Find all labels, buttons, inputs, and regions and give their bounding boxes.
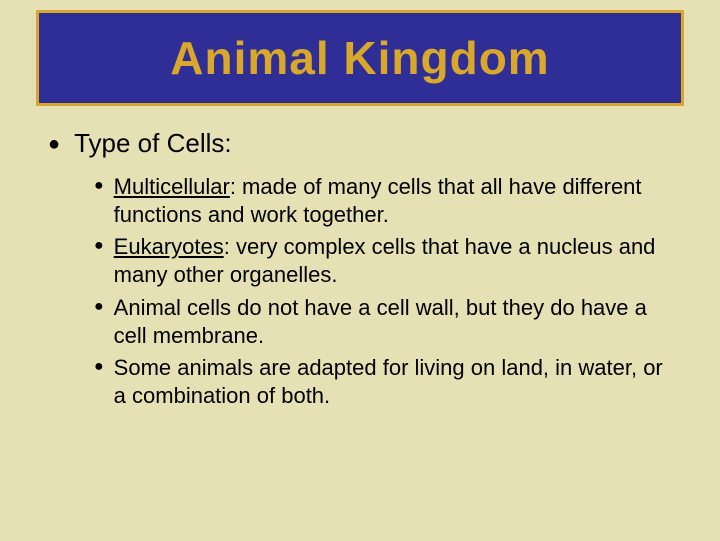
bullet-icon: ● [94, 299, 104, 315]
term: Multicellular [114, 174, 230, 199]
bullet-icon: ● [94, 359, 104, 375]
sub-text: Some animals are adapted for living on l… [114, 354, 676, 410]
list-item: ● Multicellular: made of many cells that… [94, 173, 676, 229]
content-area: ● Type of Cells: ● Multicellular: made o… [48, 128, 676, 414]
bullet-icon: ● [48, 134, 60, 154]
sub-text: Multicellular: made of many cells that a… [114, 173, 676, 229]
rest: Animal cells do not have a cell wall, bu… [114, 295, 647, 348]
sub-text: Animal cells do not have a cell wall, bu… [114, 294, 676, 350]
list-item: ● Eukaryotes: very complex cells that ha… [94, 233, 676, 289]
bullet-icon: ● [94, 178, 104, 194]
list-item: ● Animal cells do not have a cell wall, … [94, 294, 676, 350]
sub-text: Eukaryotes: very complex cells that have… [114, 233, 676, 289]
list-item: ● Some animals are adapted for living on… [94, 354, 676, 410]
term: Eukaryotes [114, 234, 224, 259]
rest: Some animals are adapted for living on l… [114, 355, 663, 408]
main-bullet-row: ● Type of Cells: [48, 128, 676, 159]
slide-title: Animal Kingdom [170, 31, 549, 85]
bullet-icon: ● [94, 238, 104, 254]
title-box: Animal Kingdom [36, 10, 684, 106]
sub-list: ● Multicellular: made of many cells that… [94, 173, 676, 410]
main-label: Type of Cells: [74, 128, 232, 159]
